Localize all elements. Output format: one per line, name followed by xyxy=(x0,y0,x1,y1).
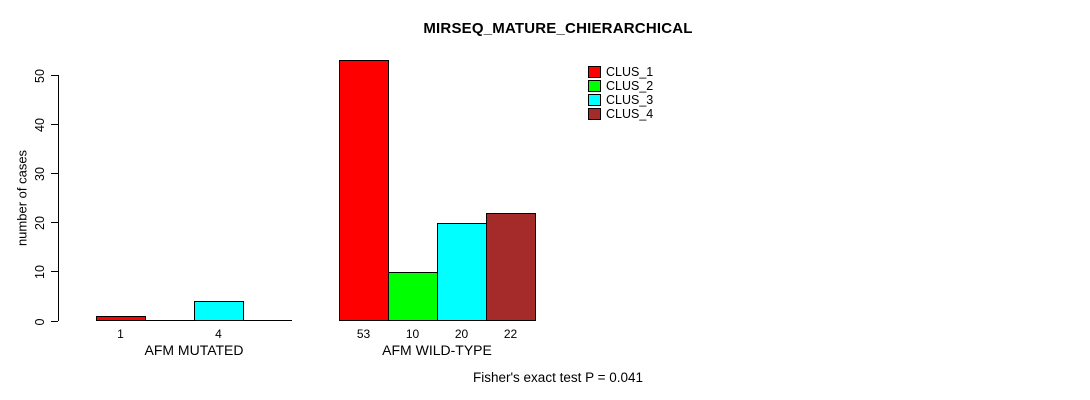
bar-value-label: 10 xyxy=(405,327,420,341)
y-tick-mark xyxy=(51,124,58,125)
chart-subtitle: Fisher's exact test P = 0.041 xyxy=(472,370,644,385)
y-tick-label: 50 xyxy=(33,68,47,83)
legend-label: CLUS_2 xyxy=(606,79,654,93)
y-tick-mark xyxy=(51,173,58,174)
x-axis-group-label-afm-mutated: AFM MUTATED xyxy=(144,342,244,358)
y-tick-label: 0 xyxy=(33,318,47,325)
bar-value-label: 22 xyxy=(503,327,518,341)
x-axis-group-label-afm-wild-type: AFM WILD-TYPE xyxy=(382,342,492,358)
legend-label: CLUS_3 xyxy=(606,93,654,107)
y-tick-mark xyxy=(51,222,58,223)
legend-label: CLUS_1 xyxy=(606,65,654,79)
y-tick-label: 20 xyxy=(33,215,47,230)
legend-swatch-clus_1 xyxy=(588,66,601,78)
bar-clus_1 xyxy=(96,316,146,321)
y-tick-mark xyxy=(51,75,58,76)
bar-value-label: 53 xyxy=(356,327,371,341)
legend-swatch-clus_2 xyxy=(588,80,601,92)
y-tick-label: 30 xyxy=(33,166,47,181)
y-tick-label: 10 xyxy=(33,264,47,279)
bar-value-label: 20 xyxy=(454,327,469,341)
y-tick-mark xyxy=(51,271,58,272)
bar-clus_4 xyxy=(486,213,536,321)
legend-label: CLUS_4 xyxy=(606,107,654,121)
y-tick-mark xyxy=(51,321,58,322)
bar-value-label: 4 xyxy=(215,327,222,341)
bar-value-label: 1 xyxy=(117,327,124,341)
y-axis-line xyxy=(58,75,59,321)
bar-clus_1 xyxy=(339,60,389,321)
bar-clus_2 xyxy=(388,272,438,321)
chart-title: MIRSEQ_MATURE_CHIERARCHICAL xyxy=(423,20,693,37)
y-tick-label: 40 xyxy=(33,117,47,132)
legend-swatch-clus_3 xyxy=(588,94,601,106)
legend-swatch-clus_4 xyxy=(588,108,601,120)
y-axis-label: number of cases xyxy=(14,149,30,247)
bar-clus_3 xyxy=(437,223,487,321)
bar-clus_3 xyxy=(194,301,244,321)
